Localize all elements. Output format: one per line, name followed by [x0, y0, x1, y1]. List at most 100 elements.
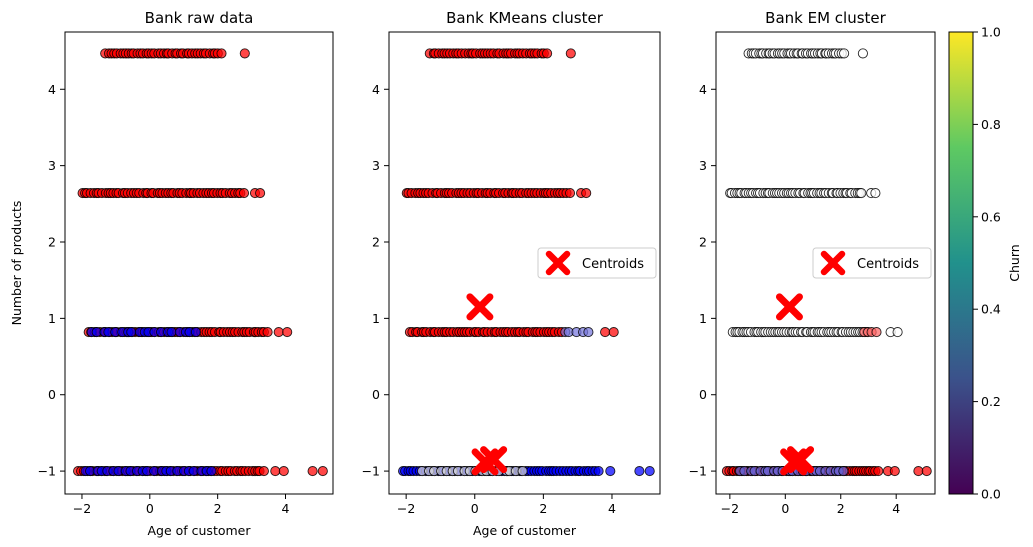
centroids	[775, 293, 815, 476]
panel-3: −2 0 2 4 −1 0 1 2 3 4 Bank EM cluster Centroids	[689, 9, 936, 516]
data-points	[398, 48, 655, 477]
data-point	[873, 466, 884, 477]
y-tick-label: −1	[38, 464, 56, 479]
x-tick-label: 2	[539, 501, 547, 516]
colorbar-tick-label: 0.2	[981, 394, 1001, 409]
data-point	[892, 327, 903, 338]
y-tick-label: 1	[372, 311, 380, 326]
data-point	[608, 327, 619, 338]
data-point	[839, 48, 850, 59]
panel-title: Bank EM cluster	[765, 9, 886, 27]
data-point	[605, 466, 616, 477]
legend-marker	[820, 250, 846, 276]
data-point	[206, 466, 217, 477]
legend-label: Centroids	[582, 257, 644, 272]
data-point	[913, 466, 924, 477]
y-tick-label: 3	[699, 158, 707, 173]
axes-frame	[715, 31, 936, 495]
colorbar-label: Churn	[1007, 244, 1022, 281]
y-tick-label: 0	[372, 387, 380, 402]
data-point	[871, 327, 882, 338]
x-tick-label: 2	[214, 501, 222, 516]
data-point	[583, 327, 594, 338]
legend-label: Centroids	[857, 257, 919, 272]
data-point	[262, 327, 273, 338]
x-tick-label: −2	[721, 501, 739, 516]
colorbar-tick-label: 0.4	[981, 302, 1001, 317]
y-tick-label: 0	[699, 387, 707, 402]
data-point	[317, 466, 328, 477]
y-tick-label: 2	[48, 235, 56, 250]
y-tick-label: 2	[699, 235, 707, 250]
data-points	[721, 48, 932, 477]
data-point	[126, 327, 137, 338]
data-point	[857, 48, 868, 59]
y-tick-label: −1	[362, 464, 380, 479]
data-point	[600, 327, 611, 338]
data-point	[838, 466, 849, 477]
data-point	[856, 188, 867, 199]
panel-2: −2 0 2 4 −1 0 1 2 3 4 Bank KMeans cluster Age of cu…	[362, 9, 661, 538]
data-point	[273, 327, 284, 338]
x-tick-label: 2	[837, 501, 845, 516]
y-tick-label: −1	[689, 464, 707, 479]
data-point	[644, 466, 655, 477]
axes-frame	[388, 31, 661, 495]
panel-title: Bank raw data	[145, 9, 254, 27]
data-point	[593, 466, 604, 477]
legend: Centroids	[812, 247, 932, 279]
colorbar-tick-label: 0.6	[981, 209, 1001, 224]
y-tick-label: 3	[48, 158, 56, 173]
colorbar: 0.0 0.2 0.4 0.6 0.8 1.0 Churn	[948, 25, 1022, 502]
y-tick-label: 0	[48, 387, 56, 402]
axes-frame	[64, 31, 334, 495]
legend-marker	[545, 250, 571, 276]
data-point	[258, 466, 269, 477]
data-point	[542, 48, 553, 59]
centroid-marker	[775, 293, 803, 321]
data-point	[239, 48, 250, 59]
centroid-marker	[466, 293, 494, 321]
data-point	[278, 466, 289, 477]
panel-title: Bank KMeans cluster	[446, 9, 604, 27]
data-point	[921, 466, 932, 477]
y-tick-label: 4	[699, 82, 707, 97]
y-axis-label: Number of products	[9, 201, 24, 326]
x-tick-label: 0	[471, 501, 479, 516]
data-point	[255, 188, 266, 199]
x-axis-label: Age of customer	[473, 523, 577, 538]
data-point	[581, 188, 592, 199]
data-point	[564, 188, 576, 199]
x-tick-label: 0	[146, 501, 154, 516]
scatter-panels: −2 0 2 4 −1 0 1 2 3 4 Bank raw data Age of customer…	[9, 9, 936, 538]
colorbar-tick-label: 0.8	[981, 117, 1001, 132]
data-point	[870, 188, 881, 199]
centroids	[466, 293, 508, 476]
centroid-marker	[480, 446, 508, 474]
x-tick-label: 4	[892, 501, 900, 516]
centroid-marker	[787, 446, 815, 474]
data-point	[634, 466, 645, 477]
colorbar-tick-label: 1.0	[981, 25, 1001, 40]
legend: Centroids	[537, 247, 657, 279]
x-tick-label: −2	[397, 501, 415, 516]
data-point	[216, 48, 227, 59]
y-tick-label: 4	[48, 82, 56, 97]
data-point	[270, 466, 281, 477]
x-tick-label: −2	[73, 501, 91, 516]
data-point	[238, 188, 250, 199]
x-tick-label: 4	[608, 501, 616, 516]
data-point	[565, 48, 576, 59]
data-point	[889, 466, 900, 477]
data-point	[166, 327, 177, 338]
data-point	[282, 327, 293, 338]
y-tick-label: 2	[372, 235, 380, 250]
x-tick-label: 4	[282, 501, 290, 516]
y-tick-label: 4	[372, 82, 380, 97]
colorbar-gradient	[948, 31, 974, 495]
data-point	[190, 327, 201, 338]
y-tick-label: 1	[699, 311, 707, 326]
x-axis-label: Age of customer	[147, 523, 251, 538]
x-tick-label: 0	[781, 501, 789, 516]
